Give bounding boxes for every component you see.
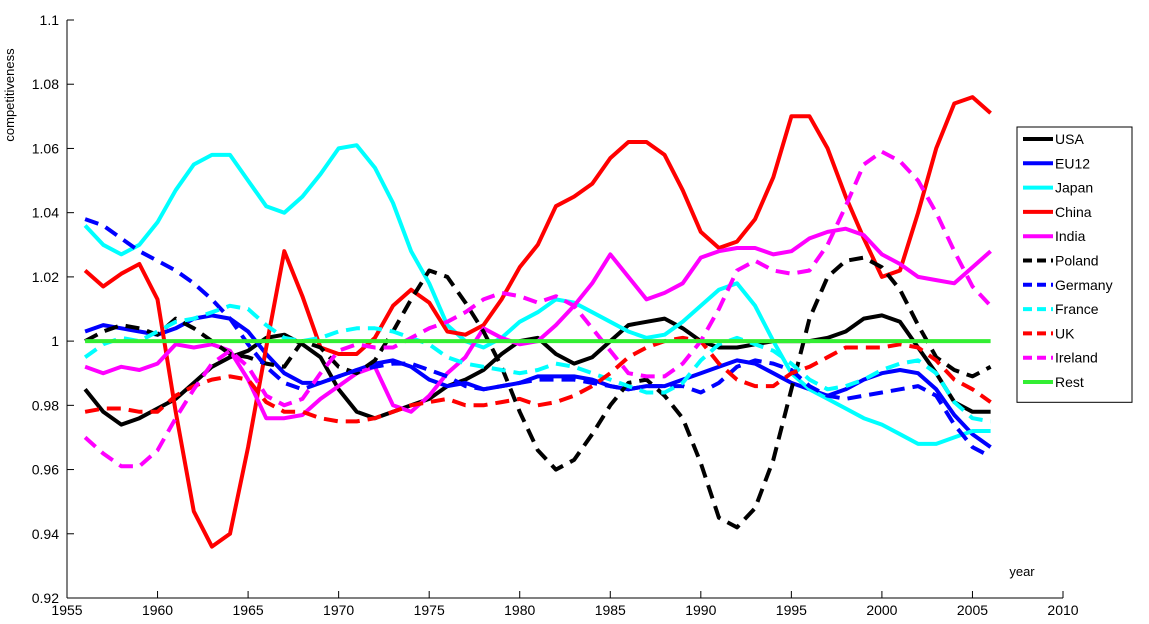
x-tick-label: 1985 xyxy=(595,602,626,618)
x-tick-label: 1955 xyxy=(51,602,82,618)
y-tick-label: 1.04 xyxy=(32,205,59,221)
legend-label-japan: Japan xyxy=(1055,180,1093,196)
legend-label-eu12: EU12 xyxy=(1055,155,1090,171)
series-line-ireland xyxy=(83,149,993,469)
legend-label-uk: UK xyxy=(1055,325,1075,341)
axes: 1955 1960 1965 1970 1975 1980 1985 1990 1995 2000… xyxy=(32,12,1079,618)
x-tick-label: 2000 xyxy=(866,602,897,618)
x-tick-label: 1960 xyxy=(142,602,173,618)
x-tick-label: 1980 xyxy=(504,602,535,618)
y-tick-label: 1.02 xyxy=(32,269,59,285)
series-line-germany xyxy=(84,217,992,459)
x-tick-label: 1970 xyxy=(323,602,354,618)
series-line-japan xyxy=(83,143,991,446)
legend-label-germany: Germany xyxy=(1055,277,1113,293)
y-tick-label: 0.92 xyxy=(32,590,59,606)
legend-label-poland: Poland xyxy=(1055,253,1099,269)
x-tick-label: 1965 xyxy=(233,602,264,618)
x-tick-label: 1975 xyxy=(414,602,445,618)
legend-label-china: China xyxy=(1055,204,1092,220)
series-line-france xyxy=(83,303,991,424)
legend-label-india: India xyxy=(1055,228,1086,244)
legend-label-rest: Rest xyxy=(1055,374,1084,390)
y-axis-label: competitiveness xyxy=(2,48,17,142)
legend-label-france: France xyxy=(1055,301,1099,317)
x-tick-label: 2010 xyxy=(1047,602,1078,618)
x-tick-label: 2005 xyxy=(957,602,988,618)
legend-box xyxy=(1016,126,1133,403)
legend-label-ireland: Ireland xyxy=(1055,350,1098,366)
legend: USA EU12 Japan China India Poland Germany Franc… xyxy=(1016,126,1133,403)
y-tick-label: 0.96 xyxy=(32,462,59,478)
y-tick-label: 0.98 xyxy=(32,397,59,413)
y-tick-label: 1 xyxy=(51,333,59,349)
series-layer xyxy=(83,95,993,549)
y-tick-label: 0.94 xyxy=(32,526,59,542)
series-line-poland xyxy=(84,255,992,530)
legend-label-usa: USA xyxy=(1055,131,1084,147)
x-tick-label: 1990 xyxy=(685,602,716,618)
series-line-eu12 xyxy=(84,313,992,449)
x-axis-label: year xyxy=(1009,564,1035,579)
x-tick-label: 1995 xyxy=(776,602,807,618)
series-line-uk xyxy=(84,335,992,424)
series-line-china xyxy=(83,95,992,549)
y-tick-label: 1.1 xyxy=(40,12,60,28)
y-tick-label: 1.06 xyxy=(32,140,59,156)
y-tick-label: 1.08 xyxy=(32,76,59,92)
